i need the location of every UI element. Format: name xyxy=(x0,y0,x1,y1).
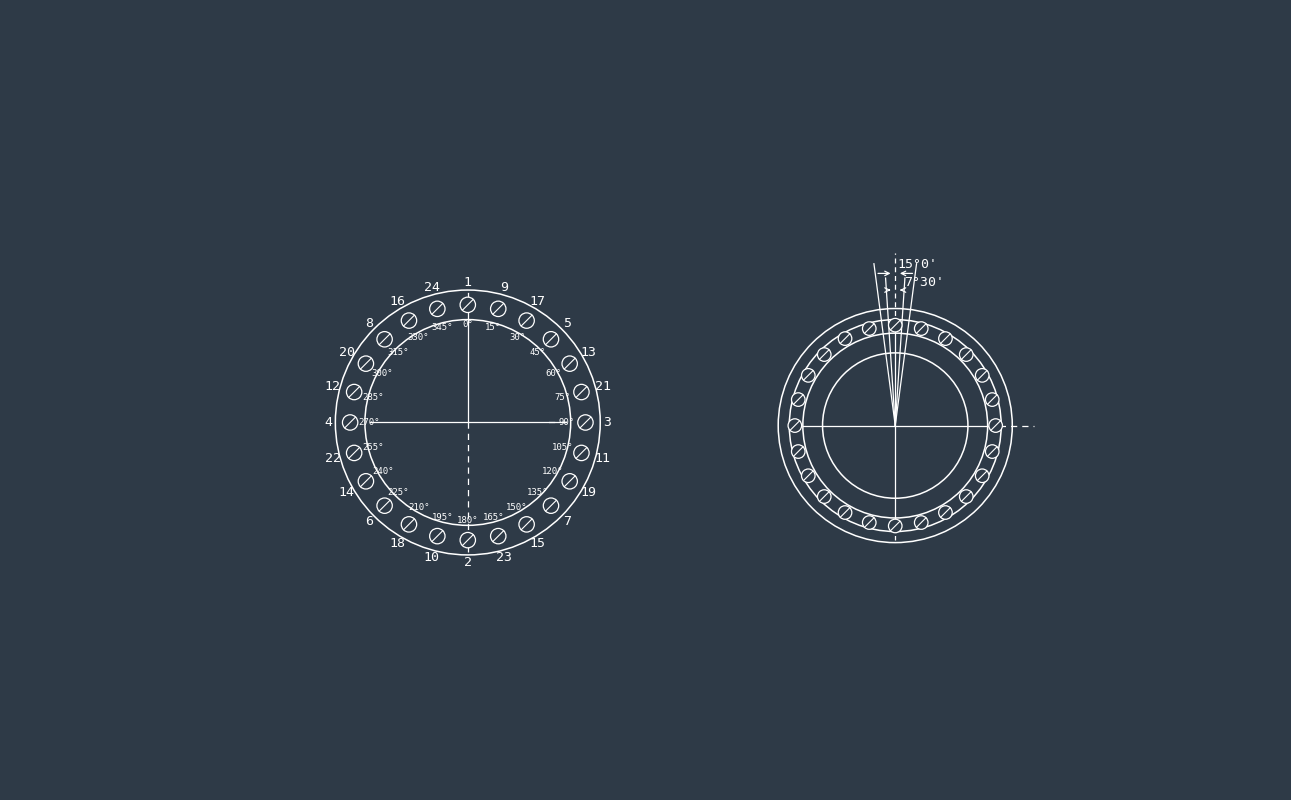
Text: 315°: 315° xyxy=(387,348,409,358)
Text: 180°: 180° xyxy=(457,516,479,526)
Circle shape xyxy=(989,418,1002,432)
Circle shape xyxy=(939,332,953,346)
Text: 60°: 60° xyxy=(545,369,562,378)
Text: 105°: 105° xyxy=(553,443,573,453)
Text: 165°: 165° xyxy=(483,513,503,522)
Text: 24: 24 xyxy=(423,281,440,294)
Circle shape xyxy=(544,498,559,514)
Circle shape xyxy=(491,529,506,544)
Text: 240°: 240° xyxy=(372,467,394,476)
Text: 30°: 30° xyxy=(509,333,525,342)
Circle shape xyxy=(578,414,593,430)
Text: 12: 12 xyxy=(325,380,341,393)
Text: 210°: 210° xyxy=(408,503,430,512)
Text: 255°: 255° xyxy=(361,443,383,453)
Text: 2: 2 xyxy=(463,556,471,569)
Text: 11: 11 xyxy=(595,452,611,465)
Text: 45°: 45° xyxy=(529,348,545,358)
Circle shape xyxy=(838,332,852,346)
Circle shape xyxy=(959,490,973,503)
Text: 10: 10 xyxy=(423,551,440,564)
Circle shape xyxy=(402,517,417,532)
Text: 15: 15 xyxy=(529,537,546,550)
Text: 120°: 120° xyxy=(542,467,564,476)
Circle shape xyxy=(788,418,802,432)
Circle shape xyxy=(491,301,506,317)
Text: 20: 20 xyxy=(338,346,355,359)
Circle shape xyxy=(358,474,373,489)
Text: 21: 21 xyxy=(595,380,611,393)
Text: 270°: 270° xyxy=(359,418,380,427)
Circle shape xyxy=(914,322,928,335)
Circle shape xyxy=(562,356,577,371)
Circle shape xyxy=(402,313,417,328)
Circle shape xyxy=(817,348,831,362)
Circle shape xyxy=(939,506,953,519)
Circle shape xyxy=(959,348,973,362)
Circle shape xyxy=(346,384,361,400)
Circle shape xyxy=(377,331,392,347)
Circle shape xyxy=(976,469,989,482)
Text: 6: 6 xyxy=(365,515,373,528)
Circle shape xyxy=(791,445,806,458)
Text: 7°30': 7°30' xyxy=(905,276,945,289)
Text: 195°: 195° xyxy=(431,513,453,522)
Circle shape xyxy=(802,469,815,482)
Circle shape xyxy=(976,369,989,382)
Circle shape xyxy=(346,446,361,461)
Text: 22: 22 xyxy=(325,452,341,465)
Circle shape xyxy=(862,322,877,335)
Text: 15°: 15° xyxy=(485,323,501,332)
Circle shape xyxy=(519,313,534,328)
Circle shape xyxy=(430,529,445,544)
Text: 3: 3 xyxy=(604,416,612,429)
Circle shape xyxy=(817,490,831,503)
Text: 14: 14 xyxy=(338,486,355,499)
Circle shape xyxy=(358,356,373,371)
Text: 9: 9 xyxy=(500,281,507,294)
Text: 0°: 0° xyxy=(462,319,474,329)
Circle shape xyxy=(573,446,589,461)
Circle shape xyxy=(985,393,999,406)
Text: 4: 4 xyxy=(324,416,332,429)
Circle shape xyxy=(519,517,534,532)
Text: 8: 8 xyxy=(365,317,373,330)
Circle shape xyxy=(888,519,902,533)
Circle shape xyxy=(562,474,577,489)
Circle shape xyxy=(377,498,392,514)
Text: 23: 23 xyxy=(496,551,513,564)
Circle shape xyxy=(544,331,559,347)
Text: 345°: 345° xyxy=(431,323,453,332)
Text: 7: 7 xyxy=(563,515,571,528)
Circle shape xyxy=(838,506,852,519)
Circle shape xyxy=(914,516,928,530)
Text: 150°: 150° xyxy=(506,503,528,512)
Text: 90°: 90° xyxy=(558,418,574,427)
Text: 17: 17 xyxy=(529,295,546,308)
Text: 1: 1 xyxy=(463,276,471,289)
Text: 5: 5 xyxy=(563,317,571,330)
Circle shape xyxy=(460,533,475,548)
Circle shape xyxy=(791,393,806,406)
Text: 135°: 135° xyxy=(527,487,549,497)
Circle shape xyxy=(430,301,445,317)
Text: 15°0': 15°0' xyxy=(897,258,937,271)
Text: 285°: 285° xyxy=(361,393,383,402)
Text: 19: 19 xyxy=(581,486,596,499)
Circle shape xyxy=(888,318,902,332)
Text: 18: 18 xyxy=(390,537,405,550)
Circle shape xyxy=(342,414,358,430)
Text: 330°: 330° xyxy=(408,333,430,342)
Circle shape xyxy=(802,369,815,382)
Text: 13: 13 xyxy=(581,346,596,359)
Text: 300°: 300° xyxy=(372,369,394,378)
Circle shape xyxy=(862,516,877,530)
Circle shape xyxy=(573,384,589,400)
Text: 225°: 225° xyxy=(387,487,409,497)
Circle shape xyxy=(460,297,475,313)
Circle shape xyxy=(985,445,999,458)
Text: 75°: 75° xyxy=(555,393,571,402)
Text: 16: 16 xyxy=(390,295,405,308)
